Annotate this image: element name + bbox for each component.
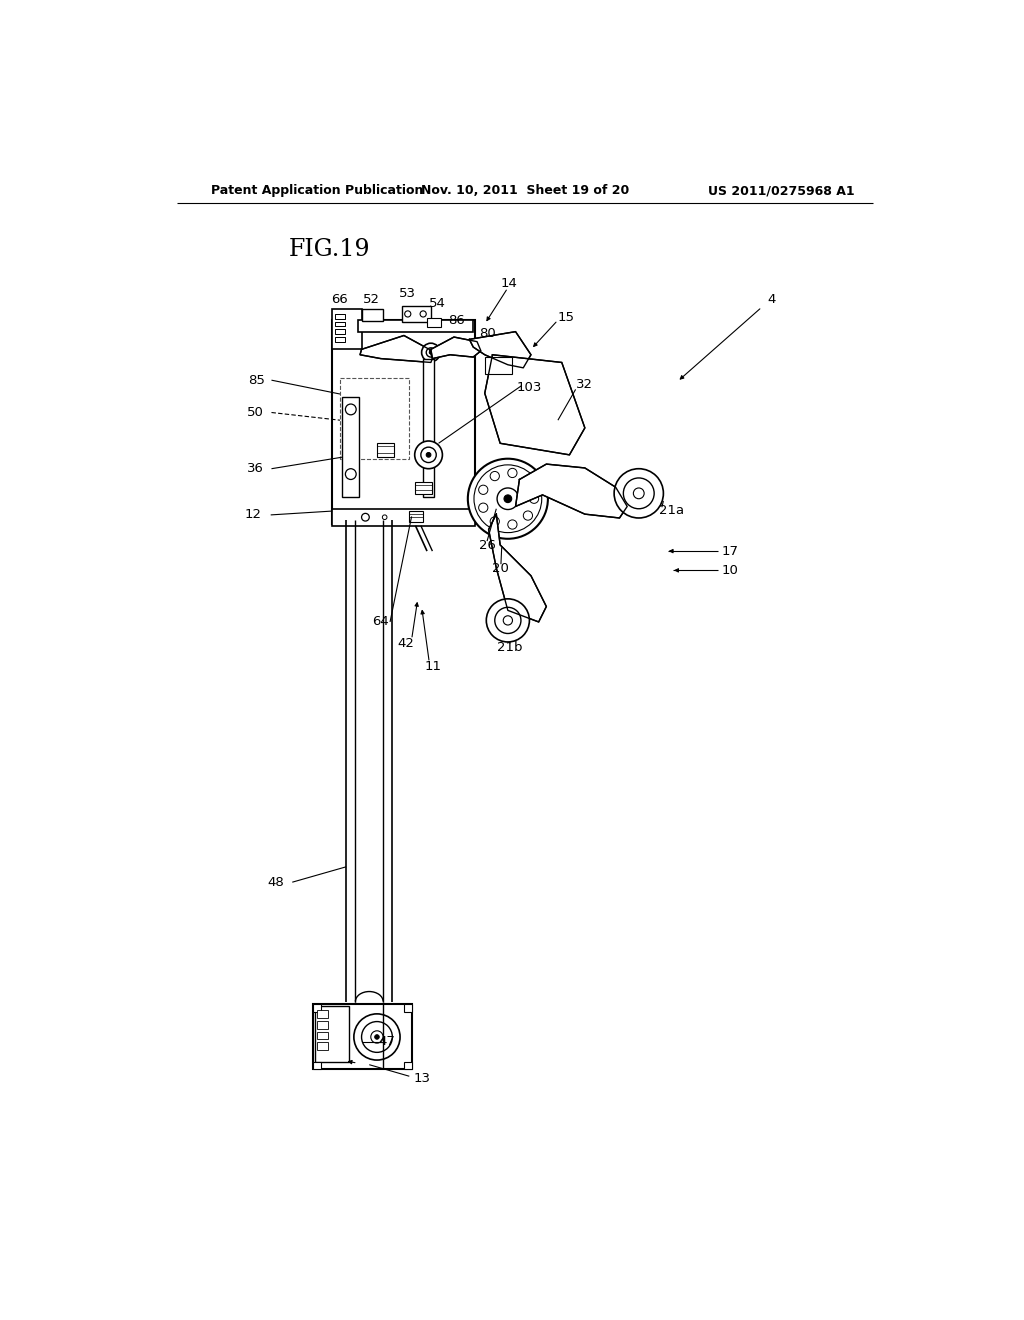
Circle shape xyxy=(426,348,435,358)
Polygon shape xyxy=(431,337,481,359)
Bar xyxy=(342,397,359,498)
Circle shape xyxy=(468,459,548,539)
Text: 64: 64 xyxy=(373,615,389,628)
Bar xyxy=(313,1003,321,1011)
Text: 50: 50 xyxy=(247,407,264,418)
Circle shape xyxy=(634,488,644,499)
Circle shape xyxy=(497,488,518,510)
Polygon shape xyxy=(515,465,628,517)
Text: 11: 11 xyxy=(425,660,441,673)
Bar xyxy=(333,309,361,348)
Text: 85: 85 xyxy=(249,374,265,387)
Text: 47: 47 xyxy=(379,1035,395,1048)
Text: 12: 12 xyxy=(245,508,261,521)
Circle shape xyxy=(420,312,426,317)
Text: 54: 54 xyxy=(429,297,445,310)
Circle shape xyxy=(421,447,436,462)
Circle shape xyxy=(486,599,529,642)
Circle shape xyxy=(375,1035,379,1039)
Text: 52: 52 xyxy=(364,293,380,306)
Circle shape xyxy=(504,495,512,503)
Circle shape xyxy=(429,351,432,354)
Bar xyxy=(410,511,423,521)
Text: 17: 17 xyxy=(722,545,739,557)
Polygon shape xyxy=(488,515,547,622)
Circle shape xyxy=(508,520,517,529)
Circle shape xyxy=(345,469,356,479)
Bar xyxy=(403,1003,412,1011)
Text: US 2011/0275968 A1: US 2011/0275968 A1 xyxy=(708,185,854,197)
Text: 14: 14 xyxy=(501,277,518,290)
Polygon shape xyxy=(484,355,585,455)
Circle shape xyxy=(426,453,431,457)
Circle shape xyxy=(345,404,356,414)
Polygon shape xyxy=(360,335,432,363)
Text: 53: 53 xyxy=(399,286,417,300)
Bar xyxy=(333,508,475,525)
Bar xyxy=(335,330,345,334)
Bar xyxy=(484,358,512,374)
Circle shape xyxy=(474,465,542,532)
Circle shape xyxy=(523,511,532,520)
Circle shape xyxy=(508,469,517,478)
Bar xyxy=(377,444,394,457)
Text: 26: 26 xyxy=(478,539,496,552)
Text: 66: 66 xyxy=(332,293,348,306)
Text: 86: 86 xyxy=(447,314,465,326)
Bar xyxy=(333,321,475,524)
Text: 21b: 21b xyxy=(498,640,523,653)
Text: 21a: 21a xyxy=(658,504,684,517)
Circle shape xyxy=(490,471,500,480)
Text: 48: 48 xyxy=(268,875,285,888)
Bar xyxy=(335,337,345,342)
Bar xyxy=(416,482,432,494)
Bar xyxy=(357,321,473,331)
Text: 36: 36 xyxy=(247,462,264,475)
Text: 103: 103 xyxy=(517,381,542,395)
Text: 15: 15 xyxy=(557,312,574,325)
Circle shape xyxy=(614,469,664,517)
Bar xyxy=(316,1020,328,1028)
Bar xyxy=(401,306,431,322)
Text: 42: 42 xyxy=(397,638,415,649)
Text: Nov. 10, 2011  Sheet 19 of 20: Nov. 10, 2011 Sheet 19 of 20 xyxy=(421,185,629,197)
Circle shape xyxy=(361,1022,392,1052)
Text: 80: 80 xyxy=(478,327,496,341)
Text: 20: 20 xyxy=(493,562,509,576)
Circle shape xyxy=(503,615,512,626)
Text: FIG.19: FIG.19 xyxy=(289,238,370,261)
Bar xyxy=(423,359,434,498)
Circle shape xyxy=(624,478,654,508)
Bar xyxy=(335,322,345,326)
Bar xyxy=(316,1043,328,1051)
Text: 13: 13 xyxy=(413,1072,430,1085)
Bar xyxy=(316,1032,328,1039)
Bar xyxy=(427,318,441,327)
Bar xyxy=(340,378,410,459)
Bar xyxy=(316,1010,328,1018)
Polygon shape xyxy=(469,331,531,368)
Circle shape xyxy=(495,607,521,634)
Bar xyxy=(361,309,383,321)
Bar xyxy=(313,1003,412,1069)
Circle shape xyxy=(478,486,487,495)
Bar xyxy=(335,314,345,318)
Circle shape xyxy=(404,312,411,317)
Circle shape xyxy=(415,441,442,469)
Circle shape xyxy=(371,1031,383,1043)
Bar xyxy=(313,1061,321,1069)
Circle shape xyxy=(354,1014,400,1060)
Circle shape xyxy=(361,513,370,521)
Circle shape xyxy=(529,494,539,503)
Bar xyxy=(403,1061,412,1069)
Text: 32: 32 xyxy=(577,378,593,391)
Circle shape xyxy=(490,517,500,527)
Text: 10: 10 xyxy=(722,564,738,577)
Text: Patent Application Publication: Patent Application Publication xyxy=(211,185,424,197)
Circle shape xyxy=(478,503,487,512)
Bar xyxy=(314,1006,349,1061)
Text: 4: 4 xyxy=(767,293,775,306)
Circle shape xyxy=(523,478,532,487)
Circle shape xyxy=(422,343,440,362)
